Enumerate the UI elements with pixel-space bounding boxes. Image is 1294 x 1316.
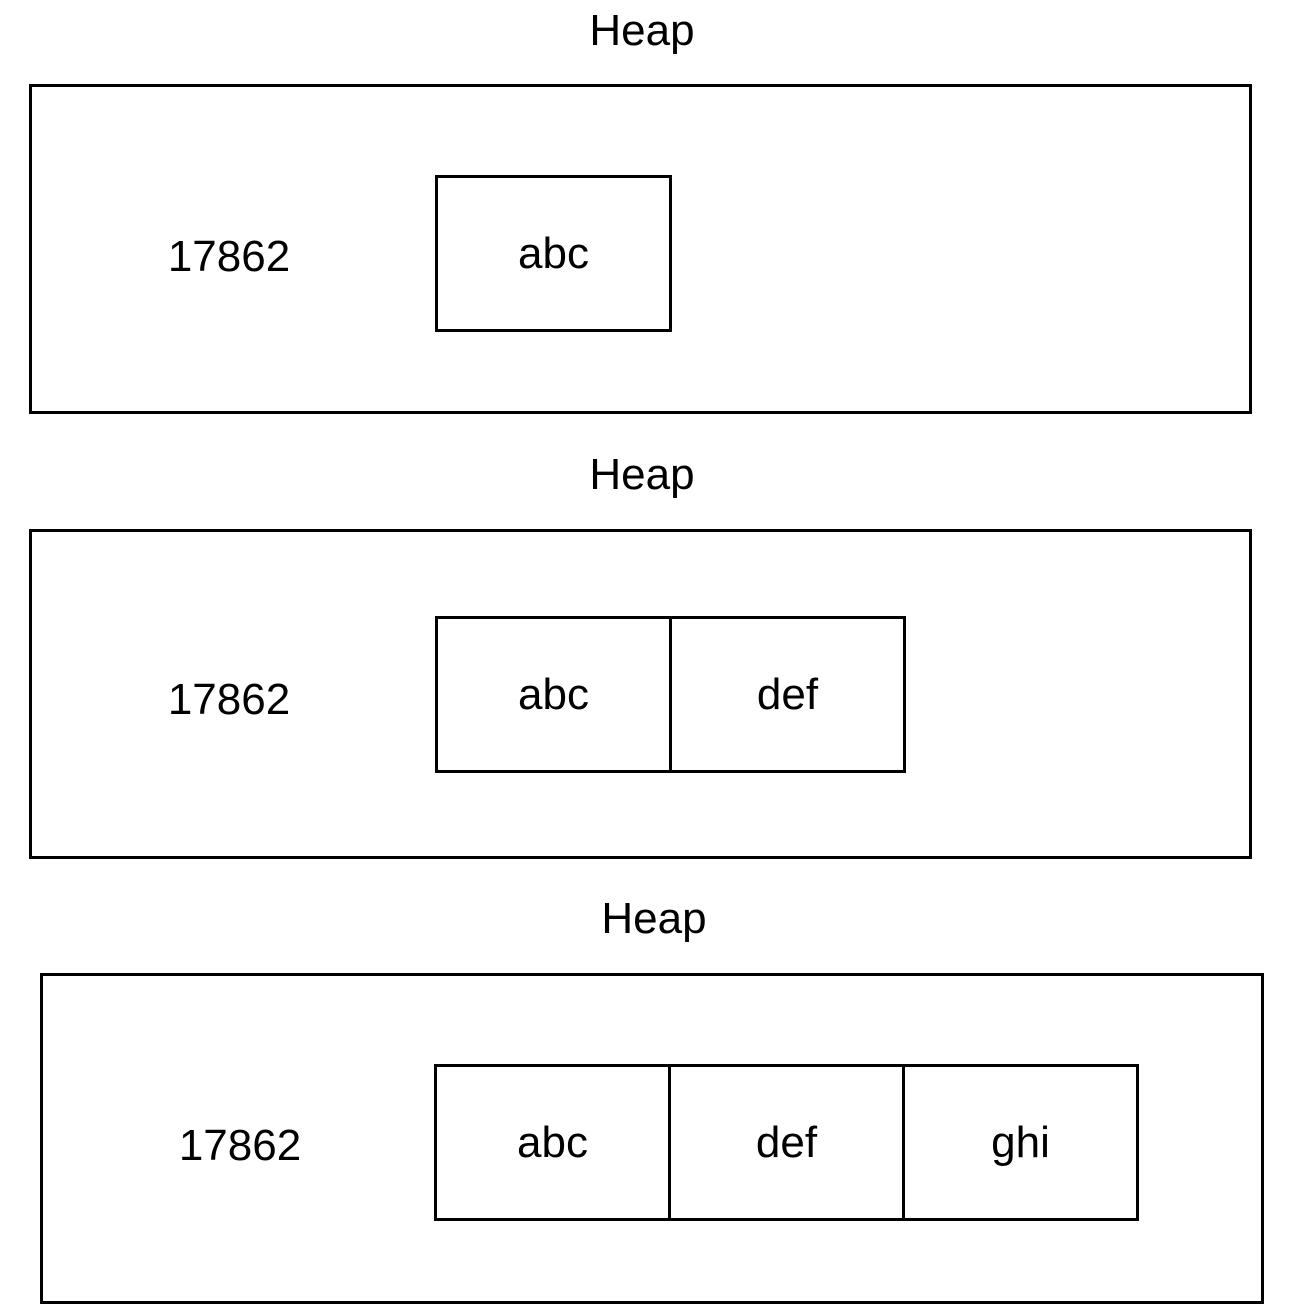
heap-title: Heap [589, 6, 695, 55]
address-label: 17862 [167, 675, 291, 724]
heap-title: Heap [601, 894, 707, 943]
heap-box: 17862 abc [29, 84, 1252, 414]
heap-title: Heap [589, 450, 695, 499]
heap-cell: def [672, 619, 906, 770]
heap-cell: abc [438, 178, 672, 329]
cell-row: abc def ghi [434, 1064, 1139, 1221]
heap-cell: ghi [905, 1067, 1139, 1218]
address-label: 17862 [167, 232, 291, 281]
heap-cell: abc [438, 619, 672, 770]
heap-box: 17862 abc def [29, 529, 1252, 859]
heap-cell: abc [437, 1067, 671, 1218]
address-label: 17862 [178, 1121, 302, 1170]
cell-row: abc def [435, 616, 906, 773]
cell-row: abc [435, 175, 672, 332]
heap-box: 17862 abc def ghi [40, 973, 1264, 1304]
heap-cell: def [671, 1067, 905, 1218]
